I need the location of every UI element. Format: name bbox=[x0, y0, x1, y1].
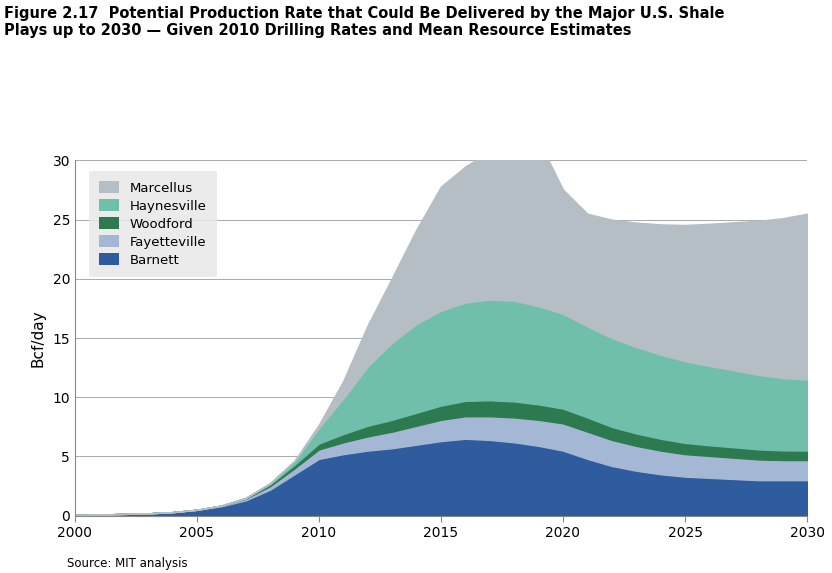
Text: Source: MIT analysis: Source: MIT analysis bbox=[67, 557, 187, 570]
Legend: Marcellus, Haynesville, Woodford, Fayetteville, Barnett: Marcellus, Haynesville, Woodford, Fayett… bbox=[89, 171, 217, 277]
Text: Figure 2.17  Potential Production Rate that Could Be Delivered by the Major U.S.: Figure 2.17 Potential Production Rate th… bbox=[4, 6, 725, 38]
Y-axis label: Bcf/day: Bcf/day bbox=[31, 309, 46, 367]
